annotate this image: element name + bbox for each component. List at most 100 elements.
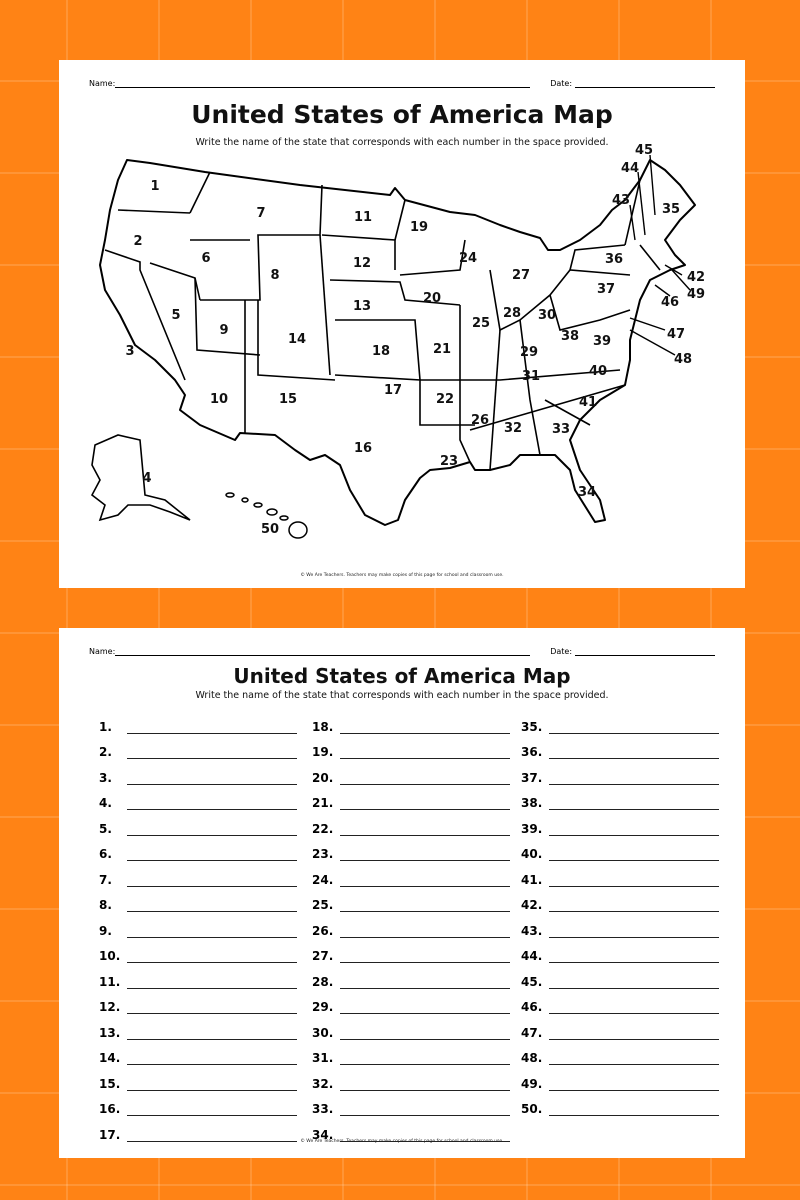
answer-line[interactable] — [549, 1028, 719, 1040]
answer-row: 14. — [99, 1040, 297, 1065]
answer-row: 25. — [312, 887, 510, 912]
name-date-row: Name: Date: — [89, 79, 716, 88]
answer-number: 34. — [312, 1127, 334, 1142]
answer-number: 14. — [99, 1051, 121, 1065]
answer-line[interactable] — [127, 1079, 297, 1091]
answer-line[interactable] — [340, 773, 510, 785]
answer-line[interactable] — [549, 722, 719, 734]
state-border — [399, 239, 466, 276]
answer-line[interactable] — [549, 798, 719, 810]
leader-arrow — [629, 317, 666, 331]
answer-number: 38. — [521, 796, 543, 810]
answer-row: 4. — [99, 785, 297, 810]
answer-line[interactable] — [340, 824, 510, 836]
answer-row: 22. — [312, 810, 510, 836]
state-number-label: 35 — [662, 202, 680, 217]
answer-number: 26. — [312, 923, 334, 938]
answer-line[interactable] — [340, 951, 510, 963]
date-label: Date: — [550, 79, 573, 88]
state-border — [420, 369, 621, 381]
answer-line[interactable] — [340, 900, 510, 912]
answer-line[interactable] — [549, 951, 719, 963]
answer-line[interactable] — [340, 722, 510, 734]
answer-line[interactable] — [340, 1079, 510, 1091]
answer-number: 29. — [312, 1000, 334, 1014]
contiguous-us-outline — [99, 159, 696, 526]
answer-line[interactable] — [340, 875, 510, 887]
answer-line[interactable] — [340, 977, 510, 989]
answer-line[interactable] — [340, 1130, 510, 1142]
state-border — [104, 249, 186, 381]
state-number-label: 27 — [512, 268, 530, 283]
answer-line[interactable] — [127, 773, 297, 785]
state-number-label: 49 — [687, 287, 705, 302]
answer-line[interactable] — [127, 849, 297, 861]
footer: © We Are Teachers. Teachers may make cop… — [300, 1139, 504, 1144]
answer-number: 31. — [312, 1051, 334, 1065]
answer-line[interactable] — [127, 1002, 297, 1014]
state-border — [334, 374, 475, 426]
answer-line[interactable] — [340, 849, 510, 861]
answer-line[interactable] — [127, 1028, 297, 1040]
answer-line[interactable] — [340, 1002, 510, 1014]
answer-line[interactable] — [127, 747, 297, 759]
hawaii-island — [241, 497, 249, 503]
answer-row: 38. — [521, 785, 719, 810]
answer-line[interactable] — [549, 1104, 719, 1116]
answer-line[interactable] — [127, 977, 297, 989]
state-number-label: 45 — [635, 143, 653, 158]
answer-line[interactable] — [127, 722, 297, 734]
answer-line[interactable] — [340, 926, 510, 938]
answer-number: 18. — [312, 719, 334, 734]
leader-arrow — [649, 154, 656, 216]
answer-line[interactable] — [340, 1028, 510, 1040]
answer-number: 42. — [521, 898, 543, 912]
answer-row: 17. — [99, 1116, 297, 1142]
answer-line[interactable] — [127, 900, 297, 912]
state-number-label: 23 — [440, 454, 458, 469]
answer-line[interactable] — [549, 1002, 719, 1014]
answer-row: 44. — [521, 938, 719, 963]
answer-line[interactable] — [127, 1053, 297, 1065]
answer-line[interactable] — [549, 773, 719, 785]
answer-line[interactable] — [549, 1053, 719, 1065]
answer-number: 15. — [99, 1076, 121, 1091]
answer-line[interactable] — [549, 849, 719, 861]
answer-row: 40. — [521, 836, 719, 861]
date-label: Date: — [550, 647, 573, 656]
answer-line[interactable] — [549, 747, 719, 759]
answer-line[interactable] — [127, 824, 297, 836]
answer-number: 45. — [521, 974, 543, 989]
answer-line[interactable] — [549, 1079, 719, 1091]
answer-line[interactable] — [549, 926, 719, 938]
answer-row: 21. — [312, 785, 510, 810]
state-number-label: 17 — [384, 383, 402, 398]
state-border — [639, 244, 661, 271]
answer-number: 43. — [521, 923, 543, 938]
answer-line[interactable] — [127, 951, 297, 963]
answer-number: 48. — [521, 1051, 543, 1065]
answer-number: 16. — [99, 1102, 121, 1116]
answer-line[interactable] — [127, 798, 297, 810]
state-number-label: 36 — [605, 252, 623, 267]
state-border — [257, 300, 336, 381]
answer-line[interactable] — [340, 1104, 510, 1116]
state-number-label: 32 — [504, 421, 522, 436]
answer-line[interactable] — [127, 926, 297, 938]
leader-arrow — [671, 269, 691, 291]
answer-line[interactable] — [127, 1104, 297, 1116]
answer-line[interactable] — [340, 798, 510, 810]
answer-line[interactable] — [340, 1053, 510, 1065]
name-label: Name: — [89, 79, 116, 88]
answer-line[interactable] — [340, 747, 510, 759]
state-border — [519, 319, 541, 456]
answer-number: 21. — [312, 796, 334, 810]
answer-line[interactable] — [549, 900, 719, 912]
answer-line[interactable] — [549, 875, 719, 887]
answer-number: 40. — [521, 847, 543, 861]
answer-line[interactable] — [549, 824, 719, 836]
answer-line[interactable] — [549, 977, 719, 989]
answer-line[interactable] — [127, 875, 297, 887]
answer-line[interactable] — [127, 1130, 297, 1142]
answer-row: 37. — [521, 759, 719, 785]
